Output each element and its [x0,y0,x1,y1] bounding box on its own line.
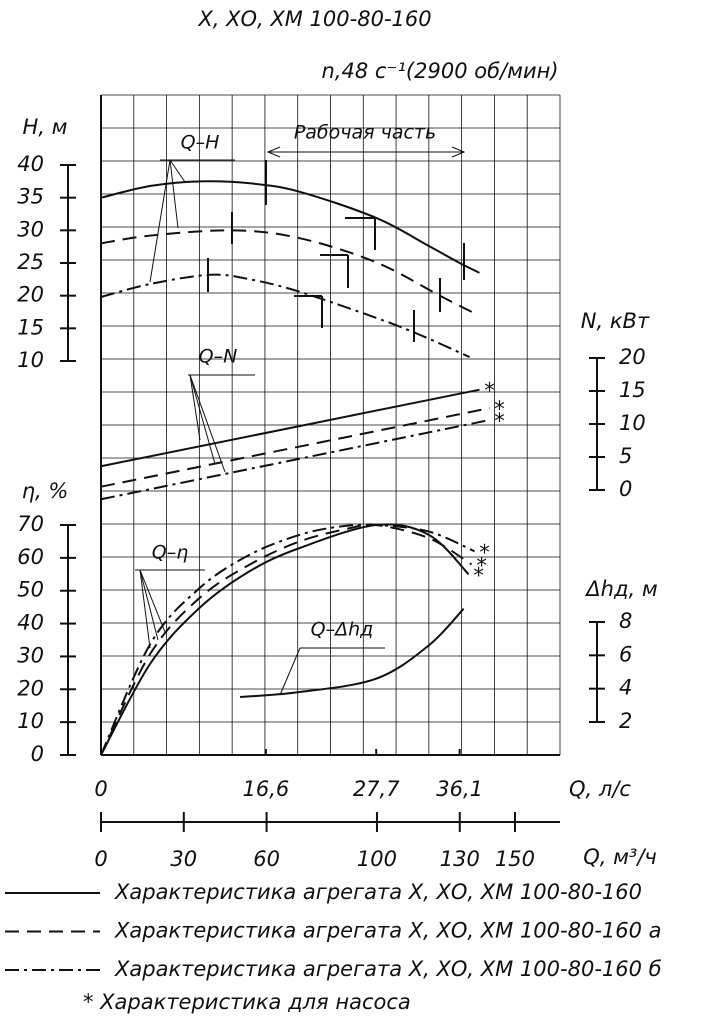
legend-label: Характеристика агрегата Х, ХО, ХМ 100-80… [114,957,662,981]
y-tick-label: 8 [619,609,632,633]
y-tick-label: 6 [619,642,632,666]
curve [100,180,480,274]
chart-title: Х, ХО, ХМ 100-80-160 [197,7,431,31]
y-tick-label: 20 [619,345,646,369]
x2-tick-label: 150 [495,847,535,871]
y-axis-label: N, кВт [581,309,650,333]
y-tick-label: 20 [17,676,44,700]
y-axis-label: H, м [23,115,68,139]
pump-mark: * [494,397,505,421]
y-tick-label: 40 [17,611,44,635]
legend-note: * Характеристика для насоса [83,990,411,1014]
chart-subtitle: n,48 с⁻¹(2900 об/мин) [321,59,558,83]
x2-tick-label: 30 [170,847,197,871]
curve [100,229,476,315]
curve [100,523,470,756]
curve [240,607,465,698]
y-axis-label: Δhд, м [584,577,658,601]
y-tick-label: 20 [17,283,44,307]
leader-lines [135,146,466,696]
pump-mark: * [476,553,487,577]
x2-tick-label: 130 [440,847,480,871]
pump-mark: * [494,409,505,433]
curve [100,523,475,756]
x-axis-label: Q, л/с [569,777,631,801]
y-tick-label: 70 [17,512,44,536]
curve [100,407,490,488]
x2-tick-label: 60 [253,847,280,871]
x-tick-label: 16,6 [243,777,290,801]
pump-mark: * [479,540,490,564]
annotation: Q–N [199,346,238,368]
y-tick-label: 10 [17,709,44,733]
pump-mark: * [473,563,484,587]
y-tick-label: 15 [619,378,646,402]
x2-axis-label: Q, м³/ч [583,845,657,869]
y-tick-label: 5 [619,444,632,468]
legend-label: Характеристика агрегата Х, ХО, ХМ 100-80… [114,880,642,904]
x-tick-label: 0 [94,777,107,801]
curve [100,419,490,501]
y-tick-label: 15 [17,315,44,339]
curve [100,523,473,756]
x2-tick-label: 100 [357,847,397,871]
y-tick-label: 40 [17,152,44,176]
y-tick-label: 35 [17,185,44,209]
x2-tick-label: 0 [94,847,107,871]
y-tick-label: 10 [619,411,646,435]
annotation: Q–Δhд [311,619,374,641]
curve [100,388,480,468]
y-tick-label: 25 [17,250,44,274]
y-tick-label: 2 [619,709,632,733]
y-axis-label: η, % [22,479,69,503]
curve [100,273,470,358]
x-tick-label: 36,1 [436,777,483,801]
annotation: Q–H [181,132,220,154]
legend-label: Характеристика агрегата Х, ХО, ХМ 100-80… [114,919,662,943]
pump-mark: * [484,379,495,403]
y-tick-label: 60 [17,545,44,569]
y-tick-label: 4 [619,676,632,700]
x-tick-label: 27,7 [353,777,400,801]
y-tick-label: 0 [619,477,632,501]
y-tick-label: 30 [17,217,44,241]
y-tick-label: 30 [17,643,44,667]
y-tick-label: 0 [31,742,44,766]
annotation: Рабочая часть [294,122,436,144]
y-tick-label: 10 [17,348,44,372]
y-tick-label: 50 [17,578,44,602]
annotation: Q–η [152,542,189,564]
